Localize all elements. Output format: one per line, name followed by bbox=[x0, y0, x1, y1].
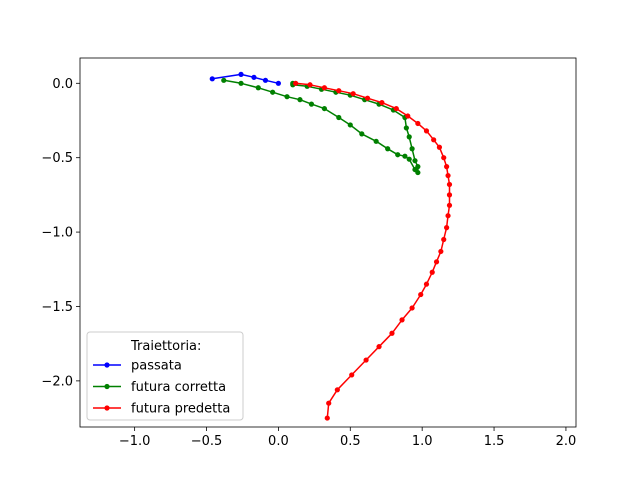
data-point bbox=[406, 156, 412, 162]
data-point bbox=[415, 164, 421, 170]
data-point bbox=[431, 137, 437, 143]
data-point bbox=[415, 120, 421, 127]
data-point bbox=[406, 134, 412, 140]
x-tick-label: 0.0 bbox=[268, 434, 289, 449]
data-point bbox=[445, 213, 451, 219]
legend-entry: futura predetta bbox=[93, 402, 230, 417]
data-point bbox=[363, 357, 369, 363]
x-tick-label: −0.5 bbox=[191, 434, 223, 449]
legend-label: futura corretta bbox=[131, 380, 226, 395]
data-point bbox=[445, 172, 451, 179]
legend-label: futura predetta bbox=[131, 402, 230, 417]
data-point bbox=[393, 105, 399, 112]
legend-entries: passata futura corretta futura predetta bbox=[93, 359, 230, 417]
series-line bbox=[223, 79, 419, 174]
data-point bbox=[307, 82, 313, 88]
data-point bbox=[262, 77, 269, 83]
x-tick-label: 2.0 bbox=[556, 434, 577, 449]
legend-entry: passata bbox=[93, 359, 182, 374]
y-tick-label: −1.0 bbox=[41, 226, 73, 241]
data-point bbox=[321, 85, 328, 91]
data-point bbox=[373, 138, 379, 144]
data-point bbox=[238, 71, 244, 77]
data-point bbox=[441, 155, 447, 161]
data-point bbox=[418, 291, 424, 298]
data-point bbox=[284, 94, 290, 100]
data-point bbox=[321, 105, 328, 112]
data-point bbox=[423, 128, 430, 134]
data-point bbox=[423, 281, 430, 287]
data-point bbox=[438, 248, 444, 255]
x-tick-label: 1.5 bbox=[484, 434, 505, 449]
x-tick-label: −1.0 bbox=[119, 434, 151, 449]
data-point bbox=[415, 169, 421, 176]
x-tick-label: 1.0 bbox=[412, 434, 433, 449]
data-point bbox=[379, 100, 385, 106]
data-point bbox=[251, 74, 257, 80]
data-point bbox=[403, 125, 409, 131]
data-point bbox=[399, 317, 405, 323]
data-point bbox=[359, 131, 365, 137]
data-point bbox=[275, 80, 281, 86]
data-point bbox=[405, 113, 411, 119]
y-tick-label: −2.0 bbox=[41, 374, 73, 389]
y-tick-label: −0.5 bbox=[41, 151, 73, 166]
legend-entry: futura corretta bbox=[93, 380, 226, 395]
data-point bbox=[336, 114, 342, 121]
legend-title: Traiettoria: bbox=[130, 339, 201, 354]
legend-marker bbox=[104, 405, 110, 411]
data-point bbox=[336, 88, 342, 94]
y-tick-label: 0.0 bbox=[52, 77, 73, 92]
data-point bbox=[297, 97, 303, 103]
data-point bbox=[409, 146, 415, 152]
data-point bbox=[376, 344, 382, 350]
data-point bbox=[270, 89, 276, 95]
data-point bbox=[409, 305, 415, 311]
data-point bbox=[349, 372, 355, 378]
data-point bbox=[402, 153, 408, 159]
plot-marks bbox=[209, 71, 453, 421]
series-passata bbox=[209, 71, 281, 86]
data-point bbox=[238, 80, 244, 86]
data-point bbox=[334, 387, 340, 393]
data-point bbox=[389, 330, 395, 336]
legend-marker bbox=[104, 383, 110, 390]
data-point bbox=[324, 415, 330, 421]
legend: Traiettoria: passata futura corretta futur… bbox=[86, 331, 244, 421]
data-point bbox=[444, 225, 450, 231]
legend-box bbox=[86, 331, 244, 421]
axes-frame bbox=[79, 57, 577, 428]
data-point bbox=[395, 152, 401, 158]
y-tick-label: −1.5 bbox=[41, 300, 73, 315]
series-futura-predetta bbox=[293, 80, 453, 421]
legend-marker bbox=[104, 362, 110, 368]
legend-label: passata bbox=[131, 359, 182, 374]
data-point bbox=[429, 269, 435, 275]
data-point bbox=[412, 158, 418, 164]
data-point bbox=[385, 146, 391, 152]
data-point bbox=[436, 144, 443, 150]
data-point bbox=[446, 202, 453, 208]
data-point bbox=[364, 95, 371, 101]
data-point bbox=[209, 76, 215, 82]
x-tick-label: 0.5 bbox=[340, 434, 361, 449]
data-point bbox=[441, 236, 447, 243]
data-point bbox=[444, 164, 450, 170]
data-point bbox=[433, 259, 440, 265]
series-line bbox=[295, 82, 451, 419]
data-point bbox=[293, 80, 299, 86]
data-point bbox=[221, 77, 227, 83]
data-point bbox=[308, 101, 315, 107]
series-futura-corretta bbox=[221, 77, 421, 176]
data-point bbox=[446, 181, 453, 188]
data-point bbox=[347, 122, 353, 128]
data-point bbox=[326, 400, 332, 406]
data-point bbox=[446, 192, 453, 198]
data-point bbox=[350, 91, 356, 97]
data-point bbox=[255, 85, 261, 91]
axis-ticks: −1.0 −0.5 0.0 0.5 1.0 1.5 2.0 0.0 −0.5 −1.0 −1.5 −2… bbox=[41, 77, 576, 449]
